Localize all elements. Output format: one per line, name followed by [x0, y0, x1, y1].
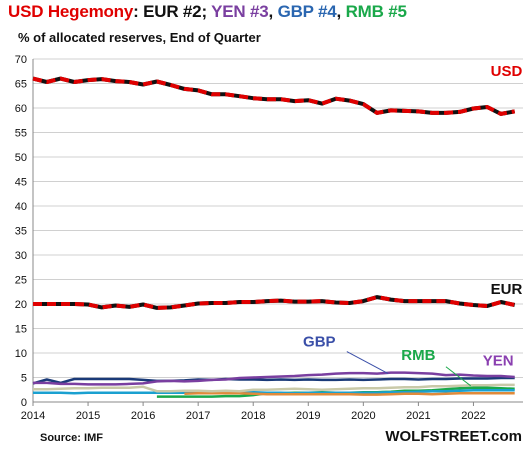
- y-tick-label: 30: [15, 250, 27, 262]
- y-tick-label: 10: [15, 348, 27, 360]
- y-tick-label: 45: [15, 177, 27, 189]
- gridlines: [33, 58, 523, 403]
- x-tick-label: 2016: [131, 410, 155, 422]
- y-tick-label: 5: [21, 373, 27, 385]
- title-part: ,: [268, 2, 278, 21]
- title-part: ,: [336, 2, 346, 21]
- x-tick-label: 2017: [186, 410, 210, 422]
- series-label-yen: YEN: [483, 353, 514, 370]
- x-tick-label: 2015: [76, 410, 100, 422]
- brand-logo: WOLFSTREET.com: [385, 428, 522, 445]
- series-line-unlabeled: [184, 391, 515, 396]
- y-tick-label: 55: [15, 128, 27, 140]
- series-line-gbp: [32, 376, 515, 385]
- series-line-unlabeled: [33, 383, 515, 393]
- title-part: YEN #3: [211, 2, 269, 21]
- title-part: ;: [201, 2, 212, 21]
- chart-subtitle: % of allocated reserves, End of Quarter: [18, 30, 261, 45]
- title-part: :: [133, 2, 144, 21]
- y-tick-label: 50: [15, 152, 27, 164]
- series-line-yen: [33, 371, 515, 386]
- series-labels: USD EUR GBP YEN RMB: [303, 63, 523, 387]
- series-lines: [32, 76, 516, 398]
- series-line-usd-dash: [32, 76, 516, 116]
- title-part: USD Hegemony: [8, 2, 134, 21]
- y-tick-label: 15: [15, 324, 27, 336]
- title-part: EUR #2: [143, 2, 202, 21]
- y-tick-label: 35: [15, 226, 27, 238]
- series-label-rmb: RMB: [401, 347, 435, 364]
- series-line-unlabeled: [33, 388, 515, 395]
- title-part: RMB #5: [345, 2, 407, 21]
- x-tick-label: 2021: [406, 410, 430, 422]
- leader-line-rmb: [445, 366, 472, 387]
- x-tick-label: 2022: [461, 410, 485, 422]
- x-tick-label: 2019: [296, 410, 320, 422]
- x-axis: 2014 2015 2016 2017 2018 2019 2020 2021 2022: [21, 401, 523, 422]
- series-label-gbp: GBP: [303, 334, 336, 351]
- x-tick-label: 2018: [241, 410, 265, 422]
- leader-line-gbp: [346, 351, 389, 375]
- x-tick-label: 2014: [21, 410, 45, 422]
- y-tick-label: 0: [21, 397, 27, 409]
- title-part: GBP #4: [277, 2, 337, 21]
- source-note: Source: IMF: [40, 432, 103, 444]
- y-tick-label: 40: [15, 201, 27, 213]
- series-label-usd: USD: [491, 63, 523, 80]
- chart-title: USD Hegemony: EUR #2; YEN #3, GBP #4, RM…: [8, 2, 407, 22]
- y-tick-label: 65: [15, 79, 27, 91]
- y-tick-label: 60: [15, 103, 27, 115]
- series-label-eur: EUR: [491, 281, 523, 298]
- y-axis: 0 5 10 15 20 25 30 35 40 45 50 55 60 65 70: [15, 54, 34, 409]
- series-line-eur-dash: [33, 295, 516, 310]
- y-tick-label: 20: [15, 299, 27, 311]
- x-tick-label: 2020: [351, 410, 375, 422]
- y-tick-label: 70: [15, 54, 27, 66]
- y-tick-label: 25: [15, 275, 27, 287]
